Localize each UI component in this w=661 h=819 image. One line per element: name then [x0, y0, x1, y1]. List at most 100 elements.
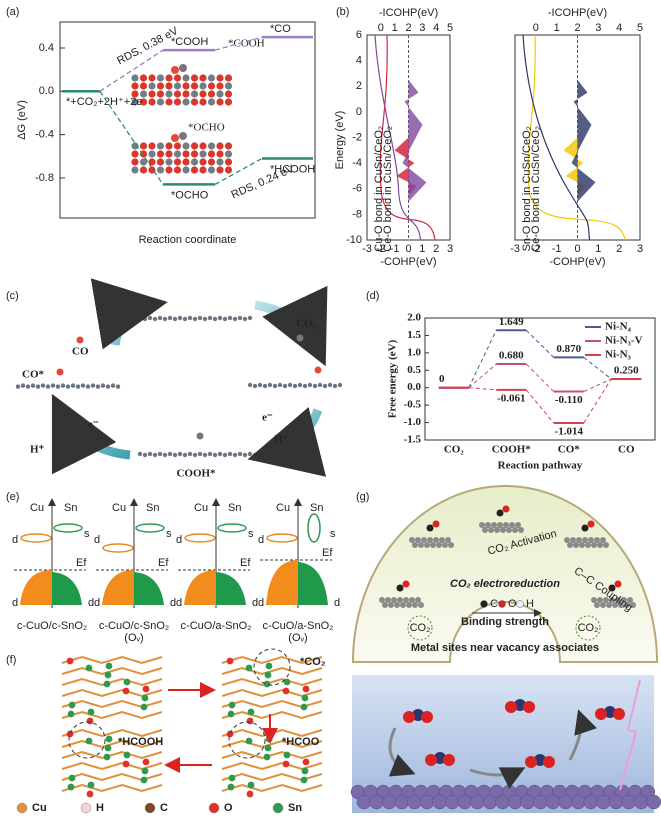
atom	[424, 542, 430, 548]
adsorbate	[171, 66, 179, 74]
legend-text: O	[224, 802, 233, 814]
legend-text: Ni-N₃-V	[605, 335, 643, 347]
adsorbate	[196, 432, 204, 440]
molecule	[426, 524, 434, 532]
atom	[157, 451, 163, 457]
column-label: c-CuO/c-SnO₂	[17, 620, 87, 632]
cycle-arrow	[469, 767, 526, 789]
top-tick-label: 3	[419, 22, 425, 34]
atom	[173, 82, 182, 90]
cycle-arrow	[90, 278, 168, 350]
surface-atom	[369, 794, 384, 810]
connector	[583, 356, 612, 380]
atom	[199, 82, 207, 90]
x-tick-label: -2	[531, 243, 541, 255]
cycle-arrow	[388, 727, 416, 777]
inset-label: *COOH	[228, 38, 265, 50]
atom	[167, 451, 173, 457]
molecule	[432, 520, 440, 528]
panel-label: (f)	[6, 654, 16, 666]
molecule	[421, 711, 433, 723]
y-tick-label: -0.8	[35, 172, 54, 184]
atom	[606, 602, 612, 608]
top-tick-label: 4	[433, 22, 439, 34]
atom	[207, 315, 213, 321]
atom	[162, 452, 168, 458]
atom	[224, 166, 233, 174]
atom	[627, 597, 633, 603]
atom	[131, 150, 139, 158]
atom	[182, 74, 190, 82]
state-label: *HCOOH	[118, 736, 163, 748]
atom	[224, 74, 233, 82]
atom	[237, 451, 243, 457]
y-tick-label: -6	[352, 183, 362, 195]
atom	[67, 783, 75, 791]
atom	[247, 451, 253, 457]
atom	[139, 98, 148, 106]
panel-label: (e)	[6, 491, 19, 503]
atom	[156, 142, 165, 150]
atom	[103, 753, 111, 761]
molecule	[613, 708, 625, 720]
atom	[267, 382, 273, 388]
atom	[197, 451, 203, 457]
d-band	[102, 543, 134, 553]
atom	[509, 522, 515, 528]
atom	[140, 776, 148, 784]
atom	[482, 527, 488, 533]
atom	[131, 90, 139, 98]
atom	[409, 597, 415, 603]
atom	[173, 98, 182, 106]
bubble	[407, 615, 433, 641]
adsorbate	[76, 336, 84, 344]
lattice	[221, 739, 323, 749]
atom	[262, 383, 268, 389]
atom	[122, 687, 130, 695]
molecule	[412, 709, 424, 721]
atom	[104, 744, 112, 752]
atom	[222, 452, 228, 458]
state-label: *+CO₂+2H⁺+2e	[66, 96, 142, 108]
atom	[40, 383, 46, 388]
atom	[282, 760, 290, 768]
atom	[618, 602, 624, 608]
atom	[182, 166, 190, 174]
atom	[66, 730, 74, 738]
atom	[104, 671, 112, 679]
d-dos	[266, 560, 298, 605]
atom	[25, 384, 31, 389]
atom	[415, 537, 421, 543]
atom	[148, 158, 156, 166]
legend-swatch	[498, 600, 506, 608]
panel-label: (a)	[6, 6, 19, 18]
atom	[409, 537, 415, 543]
atom	[147, 315, 153, 321]
atom	[594, 602, 600, 608]
atom	[199, 150, 207, 158]
atom	[35, 384, 41, 389]
atom	[190, 158, 199, 166]
atom	[403, 597, 409, 603]
atom	[139, 82, 148, 90]
atom	[226, 657, 234, 665]
atom	[247, 781, 255, 789]
atom	[327, 382, 333, 388]
metal-label: Sn	[146, 502, 159, 514]
atom	[397, 597, 403, 603]
legend-text: Cu	[32, 802, 47, 814]
atom	[497, 522, 503, 528]
surface-atom	[558, 794, 573, 810]
atom	[85, 664, 93, 672]
atom	[105, 384, 111, 389]
band-label: d	[12, 597, 18, 609]
atom	[301, 694, 309, 702]
atom	[197, 315, 203, 321]
atom	[245, 664, 253, 672]
lattice	[61, 750, 163, 760]
band-label: d	[12, 534, 18, 546]
atom	[165, 90, 173, 98]
icohp-line	[527, 34, 626, 241]
atom	[148, 82, 156, 90]
